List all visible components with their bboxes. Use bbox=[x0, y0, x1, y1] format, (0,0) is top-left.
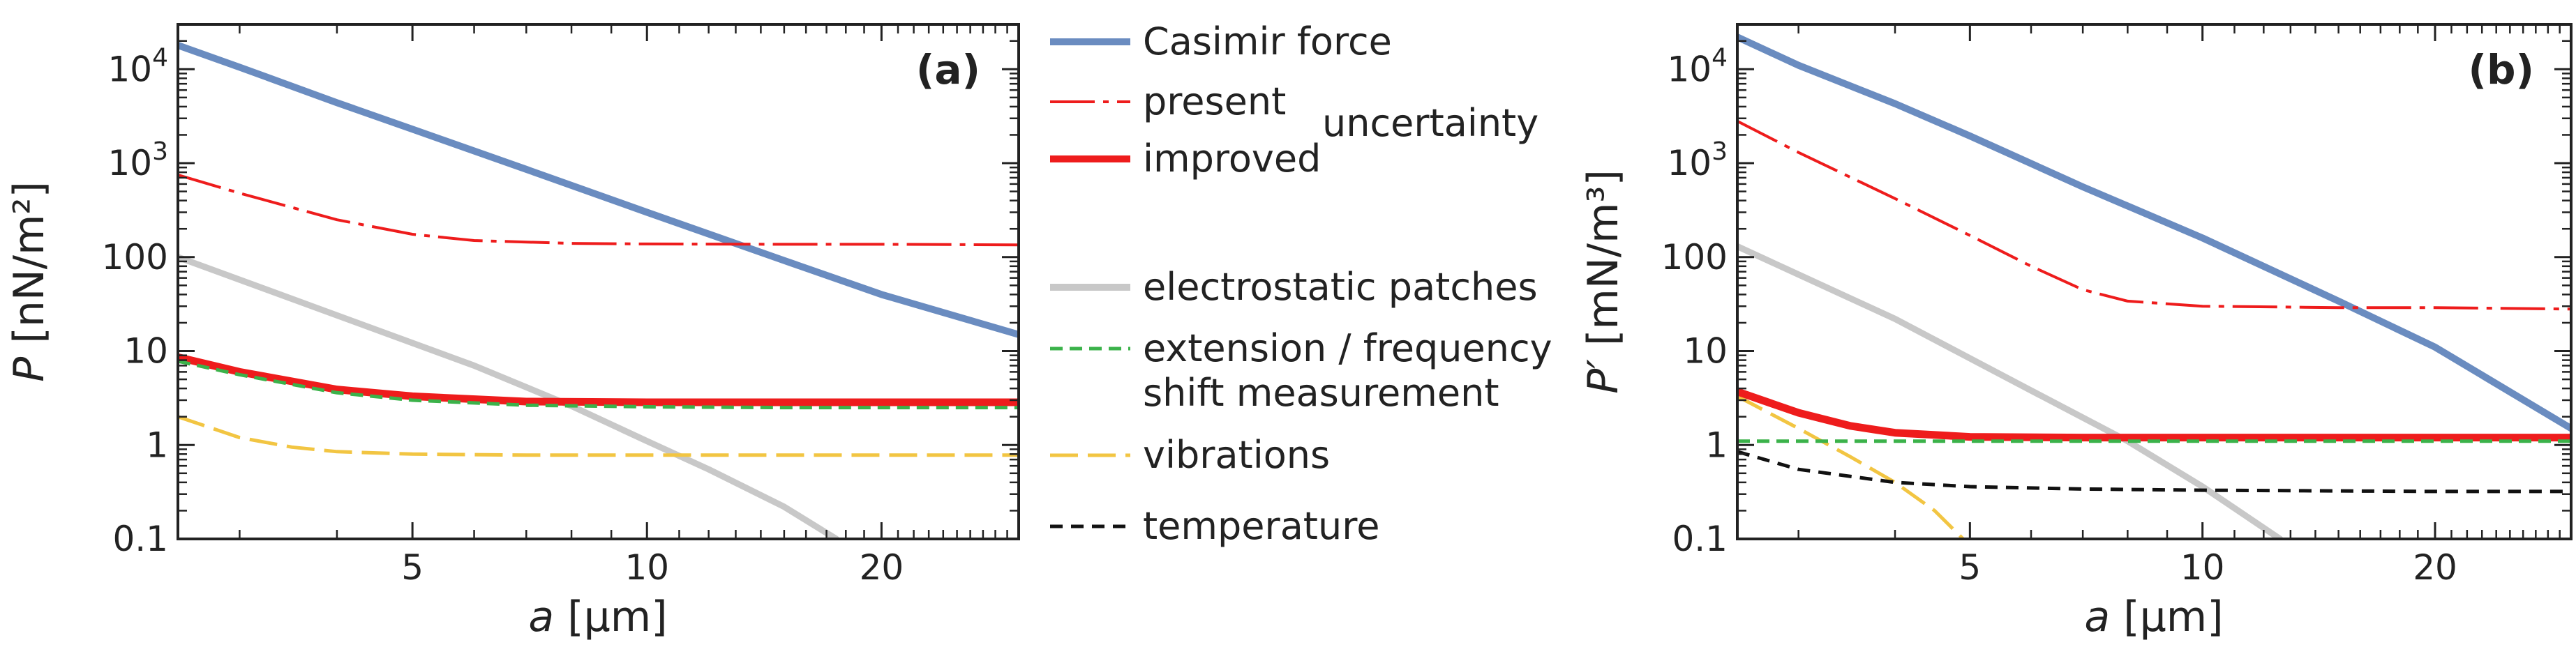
panel-b-x-axis-title: a [µm] bbox=[2084, 593, 2223, 641]
panel-b-y-tick-label: 1 bbox=[1705, 425, 1728, 465]
panel-b-frame bbox=[1736, 23, 2573, 540]
panel-a-series-improved bbox=[178, 353, 1019, 406]
panel-b-x-unit: [µm] bbox=[2110, 593, 2224, 641]
panel-a-series-extension bbox=[178, 359, 1019, 410]
legend-label-patches: electrostatic patches bbox=[1143, 265, 1538, 309]
panel-b-x-tick-label: 5 bbox=[1959, 547, 1981, 588]
panel-b-x-symbol: a bbox=[2084, 593, 2110, 641]
panel-a-series-vibrations bbox=[178, 415, 1019, 457]
panel-a-y-unit: [nN/m²] bbox=[5, 181, 54, 357]
panel-a-y-tick-label: 104 bbox=[107, 43, 168, 89]
panel-b-x-tick-label: 10 bbox=[2180, 547, 2225, 588]
legend-group-label-uncertainty: uncertainty bbox=[1322, 101, 1538, 145]
panel-b-ticks: 0.1 1 10 100 103 104 5 10 20 bbox=[1661, 24, 2571, 588]
panel-b-y-tick-label: 100 bbox=[1661, 237, 1728, 277]
legend-label-present: present bbox=[1143, 79, 1286, 123]
panel-a-y-tick-label: 100 bbox=[102, 237, 168, 277]
panel-b-y-tick-label: 0.1 bbox=[1672, 519, 1728, 559]
panel-a-frame bbox=[177, 23, 1020, 540]
panel-a-x-tick-label: 5 bbox=[401, 547, 424, 588]
panel-a-series-casimir bbox=[178, 41, 1019, 338]
panel-a-y-tick-label: 0.1 bbox=[112, 519, 168, 559]
panel-b-y-unit: [mN/m³] bbox=[1579, 169, 1628, 359]
panel-a-y-axis-title: P [nN/m²] bbox=[5, 181, 54, 382]
panel-b-x-tick-label: 20 bbox=[2413, 547, 2457, 588]
panel-b-y-tick-label: 103 bbox=[1667, 137, 1728, 183]
panel-b: 0.1 1 10 100 103 104 5 10 20 (b) P′ [mN/m³] a [µ… bbox=[1579, 23, 2573, 641]
panel-a-x-symbol: a bbox=[528, 593, 554, 641]
panel-a-series-present bbox=[178, 173, 1019, 247]
panel-b-label: (b) bbox=[2468, 46, 2534, 93]
panel-a-y-symbol: P bbox=[5, 356, 54, 382]
legend-label-improved: improved bbox=[1143, 137, 1321, 181]
legend-label-extension: extension / frequency bbox=[1143, 326, 1552, 370]
panel-a-ticks: 0.1 1 10 100 103 104 5 10 20 bbox=[102, 24, 1019, 588]
panel-a: 0.1 1 10 100 103 104 5 10 20 (a) P [nN/m²] a [µm… bbox=[5, 23, 1020, 641]
panel-a-series-patches bbox=[178, 254, 840, 539]
panel-b-series-present bbox=[1737, 120, 2571, 311]
panel-b-y-axis-title: P′ [mN/m³] bbox=[1579, 169, 1628, 394]
panel-b-y-tick-label: 104 bbox=[1667, 43, 1728, 89]
panel-a-x-axis-title: a [µm] bbox=[528, 593, 667, 641]
legend-label-vibrations: vibrations bbox=[1143, 433, 1330, 477]
panel-a-x-tick-label: 20 bbox=[860, 547, 904, 588]
panel-a-y-tick-label: 1 bbox=[146, 425, 168, 465]
panel-b-series-casimir bbox=[1737, 33, 2571, 432]
panel-a-x-unit: [µm] bbox=[554, 593, 668, 641]
panel-a-x-tick-label: 10 bbox=[624, 547, 669, 588]
legend-label-casimir: Casimir force bbox=[1143, 20, 1392, 63]
panel-b-y-symbol: P′ bbox=[1579, 359, 1628, 394]
panel-a-y-tick-label: 10 bbox=[123, 331, 168, 372]
legend-label-extension-line2: shift measurement bbox=[1143, 371, 1499, 415]
panel-b-series-improved bbox=[1737, 388, 2571, 442]
legend: Casimir force present improved uncertain… bbox=[1050, 20, 1552, 548]
panel-b-series-vibrations bbox=[1737, 395, 1965, 539]
panel-b-series bbox=[1737, 33, 2571, 539]
panel-a-label: (a) bbox=[916, 46, 980, 93]
panel-b-series-patches bbox=[1737, 243, 2284, 539]
panel-a-y-tick-label: 103 bbox=[107, 137, 168, 183]
panel-b-y-tick-label: 10 bbox=[1683, 331, 1728, 372]
legend-label-temperature: temperature bbox=[1143, 504, 1379, 548]
panel-a-series bbox=[178, 41, 1019, 539]
